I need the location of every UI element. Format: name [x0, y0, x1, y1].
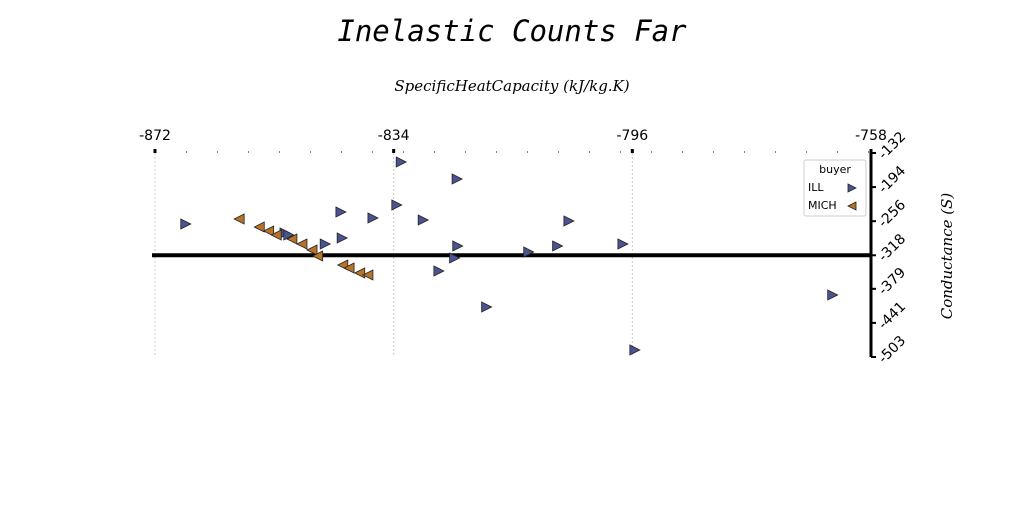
legend-box — [803, 159, 867, 217]
data-point — [552, 240, 564, 252]
data-point — [395, 156, 408, 168]
x-tick-label: -796 — [616, 128, 648, 144]
x-tick-label: -758 — [855, 128, 887, 144]
y-axis-label: Conductance (S) — [938, 193, 956, 320]
x-tick-label: -834 — [378, 128, 410, 144]
data-point — [283, 229, 295, 241]
x-tick-label: -872 — [139, 128, 171, 144]
legend-title: buyer — [819, 163, 851, 176]
y-tick-label: -256 — [875, 197, 909, 231]
data-point — [452, 240, 464, 252]
data-point — [335, 206, 347, 218]
data-point — [311, 250, 324, 262]
data-point — [353, 267, 366, 279]
data-point — [233, 213, 245, 225]
data-point — [367, 212, 379, 224]
data-point — [270, 229, 282, 241]
data-point — [262, 225, 275, 237]
data-point — [319, 238, 332, 250]
y-tick-label: -379 — [875, 265, 909, 299]
data-point — [417, 214, 430, 226]
y-tick-label: -503 — [875, 333, 909, 367]
data-point — [286, 233, 298, 245]
data-point — [481, 301, 493, 313]
data-point — [451, 173, 463, 185]
legend-label: ILL — [808, 181, 824, 194]
data-point — [343, 262, 355, 274]
data-point — [449, 252, 461, 264]
legend-marker — [847, 183, 857, 193]
data-point — [433, 265, 445, 277]
data-point — [563, 215, 575, 227]
data-point — [523, 246, 535, 258]
data-point — [362, 269, 374, 281]
legend-marker — [847, 201, 857, 211]
data-point — [306, 244, 318, 256]
data-point — [629, 344, 641, 356]
data-point — [617, 238, 629, 250]
data-point — [180, 218, 192, 230]
data-point — [827, 289, 839, 301]
data-point — [336, 232, 349, 244]
y-tick-label: -194 — [875, 163, 909, 197]
chart-title: Inelastic Counts Far — [337, 14, 687, 48]
y-tick-label: -441 — [875, 299, 909, 333]
y-tick-label: -318 — [875, 231, 909, 265]
legend-label: MICH — [808, 199, 837, 212]
data-point — [253, 221, 265, 233]
data-point — [296, 238, 308, 250]
data-point — [391, 199, 403, 211]
x-axis-label: SpecificHeatCapacity (kJ/kg.K) — [394, 77, 629, 95]
